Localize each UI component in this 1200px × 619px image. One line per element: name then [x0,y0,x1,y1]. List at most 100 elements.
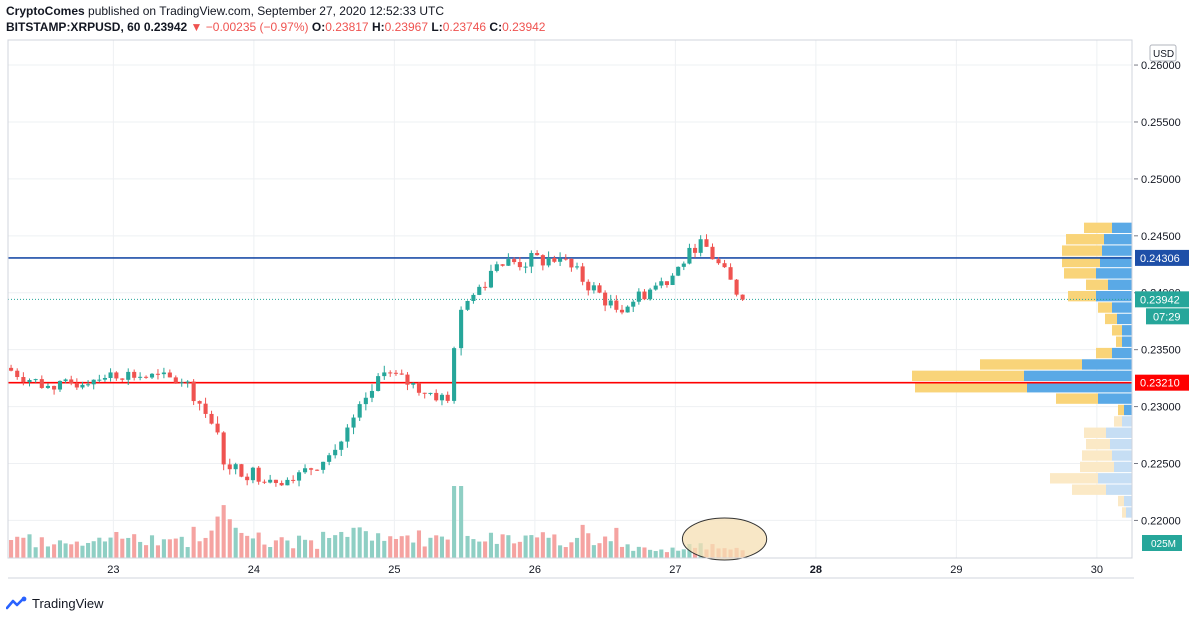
candle-body [161,372,166,375]
candle-body [405,374,410,385]
volume-profile-up [1122,336,1132,347]
candle-body [227,464,232,470]
volume-bar [603,536,608,558]
x-tick-label: 25 [388,564,400,576]
volume-bar [465,535,470,558]
tradingview-footer[interactable]: TradingView [6,593,104,613]
candle-body [681,263,686,267]
volume-bar [45,546,51,558]
candle-body [740,294,745,300]
volume-profile-up [1098,473,1132,484]
candle-body [439,394,445,401]
volume-bar [382,540,387,558]
volume-profile-up [1102,245,1132,256]
volume-bar [477,541,482,558]
candle-body [369,390,375,398]
candle-body [552,258,557,262]
volume-bar [535,537,540,558]
volume-bar [488,532,494,558]
candle-body [215,423,220,433]
candle-body [500,264,505,266]
volume-bar [185,547,190,558]
volume-bar [33,547,38,558]
volume-bar [285,540,290,558]
volume-annotation-ellipse [681,517,768,561]
plot-border [7,39,1133,559]
candle-body [416,383,422,393]
volume-profile-down [1066,234,1104,245]
candle-body [239,464,244,477]
candle-body [523,266,528,268]
candle-body [574,266,580,268]
candle-body [506,259,511,266]
volume-profile-down [1118,404,1124,416]
volume-bar [203,537,208,558]
volume-bar [631,550,636,558]
volume-bar [52,544,57,558]
candle-body [221,432,226,465]
open-label: O: [311,20,326,34]
candle-body [586,281,591,291]
volume-bar [239,532,244,558]
candle-body [339,441,344,450]
candle-body [179,382,184,384]
candle-body [91,379,96,385]
volume-bar [558,545,563,558]
volume-profile-down [1062,245,1102,256]
volume-bar [676,550,681,558]
candle-body [268,479,273,483]
current-price-tag [1135,291,1189,308]
volume-profile-down [912,370,1024,382]
volume-bar [512,543,517,558]
volume-bar [221,505,226,558]
candle-body [21,377,26,383]
high-label: H: [371,20,385,34]
candle-body [351,417,356,428]
volume-bar [393,538,399,558]
volume-bar [648,549,653,558]
y-tick-label: 0.23500 [1141,345,1181,357]
volume-bar [126,537,131,558]
horizontal-lines [8,257,1132,384]
volume-bar [597,543,602,558]
candle-body [357,404,362,418]
candle-body [256,467,261,482]
candle-body [262,481,267,483]
candle-body [138,376,143,378]
volume-profile-up [1096,268,1132,279]
volume-bar [268,547,273,558]
author-name[interactable]: CryptoComes [6,4,85,18]
volume-profile-down [1118,495,1124,507]
candle-body [321,461,326,470]
volume-bar [273,540,278,558]
volume-bar [191,526,196,558]
symbol-label[interactable]: BITSTAMP:XRPUSD, 60 [6,20,141,34]
candle-body [540,255,545,266]
volume-bar [262,544,267,558]
volume-bar [256,532,261,558]
volume-profile-down [980,359,1082,370]
currency-label: USD [1153,49,1174,60]
candle-body [382,372,387,377]
candle-body [465,300,470,310]
volume-bar [664,552,669,558]
volume-bar [339,531,344,558]
volume-bar [563,547,568,558]
volume-bar [120,538,125,558]
candle-body [376,376,381,391]
volume-bar [245,535,250,558]
volume-bar [434,535,439,558]
volume-bar [459,486,464,558]
candle-body [631,301,636,307]
candle-body [114,372,119,379]
volume-profile-down [1096,347,1112,359]
volume-bar [411,542,416,558]
volume-bar [574,537,580,558]
volume-bar [614,527,619,558]
candle-body [653,285,658,290]
volume-profile-down [1080,461,1114,473]
candle-body [477,286,482,295]
countdown-tag [1146,308,1189,325]
candle-body [692,247,698,253]
